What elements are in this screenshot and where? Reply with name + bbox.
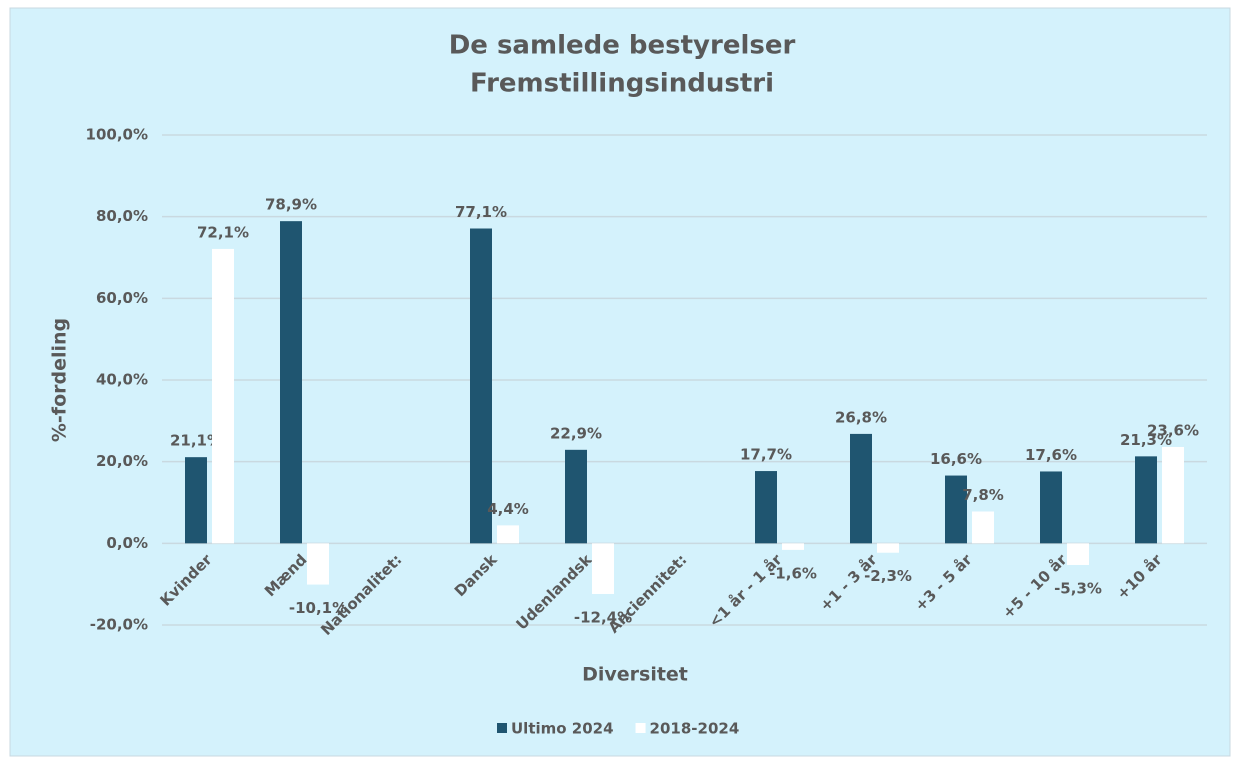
bar [592, 543, 614, 594]
bar [497, 525, 519, 544]
legend-label: Ultimo 2024 [511, 720, 614, 738]
bar [877, 543, 899, 553]
y-tick-label: 80,0% [96, 207, 148, 225]
bar [1040, 471, 1062, 544]
data-label: -5,3% [1054, 579, 1102, 597]
bar [1067, 543, 1089, 565]
bar [185, 457, 207, 544]
data-label: 4,4% [487, 500, 529, 518]
bar [1162, 446, 1184, 544]
bar [782, 543, 804, 550]
bar [565, 449, 587, 544]
bar [972, 511, 994, 544]
y-tick-label: 40,0% [96, 371, 148, 389]
y-tick-label: 60,0% [96, 289, 148, 307]
data-label: 22,9% [550, 424, 602, 442]
data-label: 17,7% [740, 446, 792, 464]
chart-background [9, 7, 1231, 757]
data-label: 26,8% [835, 408, 887, 426]
data-label: 77,1% [455, 203, 507, 221]
data-label: 16,6% [930, 450, 982, 468]
bar [850, 433, 872, 544]
chart-subtitle: Fremstillingsindustri [470, 69, 774, 99]
data-label: 23,6% [1147, 421, 1199, 439]
bar [945, 475, 967, 544]
bar [755, 471, 777, 544]
data-label: 78,9% [265, 196, 317, 214]
y-axis-label: %-fordeling [49, 318, 71, 442]
y-tick-label: -20,0% [90, 616, 148, 634]
bar [1135, 456, 1157, 544]
legend-label: 2018-2024 [650, 720, 740, 738]
bar [307, 543, 329, 585]
data-label: 21,1% [170, 432, 222, 450]
data-label: -1,6% [769, 564, 817, 582]
data-label: 7,8% [962, 486, 1004, 504]
data-label: -2,3% [864, 567, 912, 585]
bar [470, 228, 492, 544]
legend-swatch [497, 723, 507, 733]
chart-title: De samlede bestyrelser [449, 31, 796, 61]
data-label: 72,1% [197, 223, 249, 241]
y-tick-label: 0,0% [106, 534, 148, 552]
data-label: -12,4% [574, 608, 632, 626]
bar [212, 248, 234, 544]
x-axis-label: Diversitet [582, 664, 688, 686]
data-label: -10,1% [289, 599, 347, 617]
legend-swatch [635, 723, 646, 733]
y-tick-label: 20,0% [96, 452, 148, 470]
data-label: 21,3% [1120, 431, 1172, 449]
bar [280, 221, 302, 544]
y-tick-label: 100,0% [86, 126, 148, 144]
data-label: 17,6% [1025, 446, 1077, 464]
